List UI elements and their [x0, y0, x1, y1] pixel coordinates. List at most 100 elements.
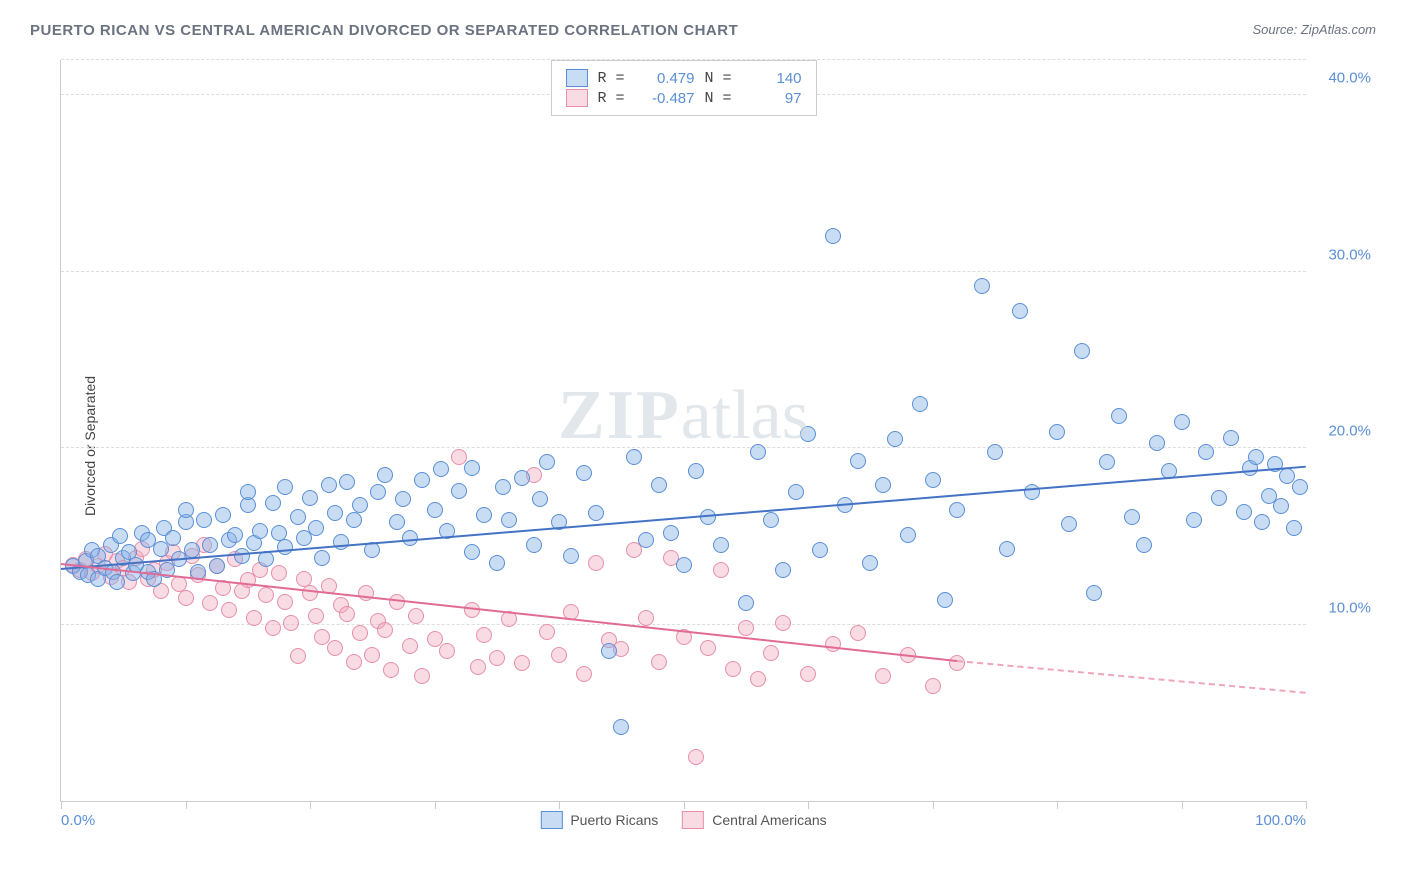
scatter-point-blue — [738, 595, 754, 611]
scatter-point-blue — [1236, 504, 1252, 520]
swatch-pink-icon — [565, 89, 587, 107]
scatter-point-blue — [308, 520, 324, 536]
scatter-point-pink — [925, 678, 941, 694]
scatter-point-blue — [1124, 509, 1140, 525]
scatter-point-blue — [1223, 430, 1239, 446]
scatter-point-pink — [476, 627, 492, 643]
scatter-point-blue — [900, 527, 916, 543]
scatter-point-blue — [1198, 444, 1214, 460]
legend-item-pink: Central Americans — [682, 811, 826, 829]
scatter-point-blue — [464, 460, 480, 476]
x-tick — [933, 801, 934, 809]
scatter-point-blue — [227, 527, 243, 543]
bottom-legend: Puerto Ricans Central Americans — [540, 811, 826, 829]
scatter-point-blue — [775, 562, 791, 578]
trend-line-pink-dashed — [957, 660, 1306, 694]
x-tick — [1182, 801, 1183, 809]
y-tick-label: 10.0% — [1328, 599, 1371, 616]
scatter-point-pink — [302, 585, 318, 601]
r-label-1: R = — [597, 70, 624, 87]
scatter-point-blue — [1099, 454, 1115, 470]
scatter-point-pink — [489, 650, 505, 666]
scatter-point-blue — [389, 514, 405, 530]
r-label-2: R = — [597, 90, 624, 107]
scatter-point-pink — [688, 749, 704, 765]
scatter-point-blue — [240, 484, 256, 500]
scatter-point-pink — [290, 648, 306, 664]
scatter-point-pink — [221, 602, 237, 618]
scatter-point-blue — [651, 477, 667, 493]
x-tick — [684, 801, 685, 809]
trend-line-blue — [61, 466, 1306, 570]
scatter-point-blue — [258, 551, 274, 567]
scatter-point-blue — [763, 512, 779, 528]
scatter-point-blue — [713, 537, 729, 553]
r-value-2: -0.487 — [635, 90, 695, 107]
scatter-point-blue — [862, 555, 878, 571]
scatter-point-blue — [1273, 498, 1289, 514]
scatter-point-pink — [258, 587, 274, 603]
legend-swatch-pink-icon — [682, 811, 704, 829]
scatter-point-blue — [532, 491, 548, 507]
scatter-point-blue — [209, 558, 225, 574]
scatter-point-blue — [1174, 414, 1190, 430]
scatter-point-blue — [277, 479, 293, 495]
scatter-point-pink — [377, 622, 393, 638]
scatter-point-blue — [987, 444, 1003, 460]
scatter-point-blue — [476, 507, 492, 523]
scatter-point-blue — [1049, 424, 1065, 440]
scatter-point-blue — [1186, 512, 1202, 528]
scatter-point-blue — [1086, 585, 1102, 601]
scatter-point-pink — [402, 638, 418, 654]
scatter-point-pink — [352, 625, 368, 641]
r-value-1: 0.479 — [635, 70, 695, 87]
scatter-point-blue — [526, 537, 542, 553]
scatter-point-blue — [613, 719, 629, 735]
scatter-point-pink — [202, 595, 218, 611]
scatter-point-blue — [576, 465, 592, 481]
scatter-point-blue — [290, 509, 306, 525]
scatter-point-blue — [215, 507, 231, 523]
scatter-point-pink — [464, 602, 480, 618]
scatter-point-blue — [495, 479, 511, 495]
scatter-point-blue — [352, 497, 368, 513]
scatter-point-pink — [700, 640, 716, 656]
scatter-point-blue — [1286, 520, 1302, 536]
scatter-point-blue — [937, 592, 953, 608]
scatter-point-blue — [514, 470, 530, 486]
legend-label-blue: Puerto Ricans — [570, 812, 658, 828]
scatter-point-blue — [252, 523, 268, 539]
scatter-point-blue — [265, 495, 281, 511]
chart-container: Divorced or Separated ZIPatlas R = 0.479… — [50, 60, 1376, 832]
scatter-point-pink — [265, 620, 281, 636]
x-tick — [808, 801, 809, 809]
scatter-point-blue — [377, 467, 393, 483]
scatter-point-pink — [539, 624, 555, 640]
scatter-point-pink — [949, 655, 965, 671]
scatter-point-pink — [750, 671, 766, 687]
scatter-point-blue — [875, 477, 891, 493]
scatter-point-blue — [588, 505, 604, 521]
x-max-label: 100.0% — [1255, 812, 1306, 829]
scatter-point-pink — [439, 643, 455, 659]
scatter-point-pink — [178, 590, 194, 606]
swatch-blue-icon — [565, 69, 587, 87]
scatter-point-blue — [825, 228, 841, 244]
y-tick-label: 40.0% — [1328, 70, 1371, 87]
watermark: ZIPatlas — [558, 376, 809, 456]
scatter-point-blue — [887, 431, 903, 447]
scatter-point-blue — [277, 539, 293, 555]
scatter-point-blue — [321, 477, 337, 493]
scatter-point-pink — [327, 640, 343, 656]
scatter-point-pink — [308, 608, 324, 624]
scatter-point-blue — [812, 542, 828, 558]
scatter-point-pink — [875, 668, 891, 684]
scatter-point-blue — [601, 643, 617, 659]
scatter-point-blue — [1111, 408, 1127, 424]
scatter-point-blue — [1074, 343, 1090, 359]
scatter-point-pink — [651, 654, 667, 670]
n-value-2: 97 — [742, 90, 802, 107]
scatter-point-blue — [788, 484, 804, 500]
legend-item-blue: Puerto Ricans — [540, 811, 658, 829]
scatter-point-blue — [395, 491, 411, 507]
